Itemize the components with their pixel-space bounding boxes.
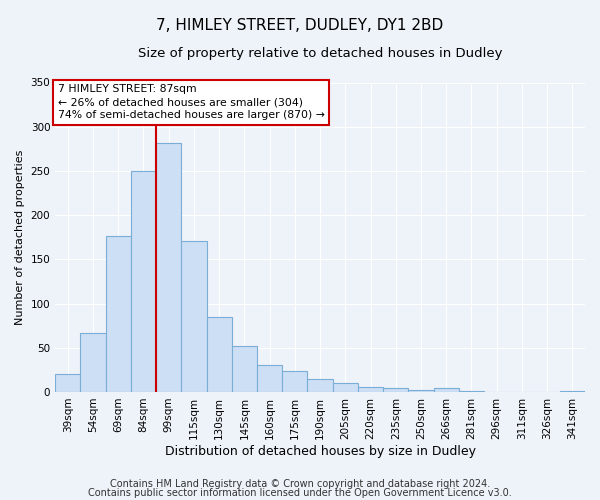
Bar	[55, 374, 80, 392]
X-axis label: Distribution of detached houses by size in Dudley: Distribution of detached houses by size …	[164, 444, 476, 458]
Y-axis label: Number of detached properties: Number of detached properties	[15, 150, 25, 325]
Bar	[257, 366, 282, 392]
Bar	[383, 388, 409, 392]
Title: Size of property relative to detached houses in Dudley: Size of property relative to detached ho…	[138, 48, 502, 60]
Bar	[358, 386, 383, 392]
Text: Contains HM Land Registry data © Crown copyright and database right 2024.: Contains HM Land Registry data © Crown c…	[110, 479, 490, 489]
Bar	[332, 383, 358, 392]
Bar	[434, 388, 459, 392]
Bar	[106, 236, 131, 392]
Bar	[80, 332, 106, 392]
Bar	[282, 370, 307, 392]
Bar	[232, 346, 257, 392]
Bar	[409, 390, 434, 392]
Bar	[131, 171, 156, 392]
Bar	[307, 378, 332, 392]
Bar	[459, 391, 484, 392]
Text: 7, HIMLEY STREET, DUDLEY, DY1 2BD: 7, HIMLEY STREET, DUDLEY, DY1 2BD	[157, 18, 443, 32]
Bar	[156, 142, 181, 392]
Text: Contains public sector information licensed under the Open Government Licence v3: Contains public sector information licen…	[88, 488, 512, 498]
Bar	[560, 391, 585, 392]
Bar	[181, 241, 206, 392]
Bar	[206, 317, 232, 392]
Text: 7 HIMLEY STREET: 87sqm
← 26% of detached houses are smaller (304)
74% of semi-de: 7 HIMLEY STREET: 87sqm ← 26% of detached…	[58, 84, 325, 120]
